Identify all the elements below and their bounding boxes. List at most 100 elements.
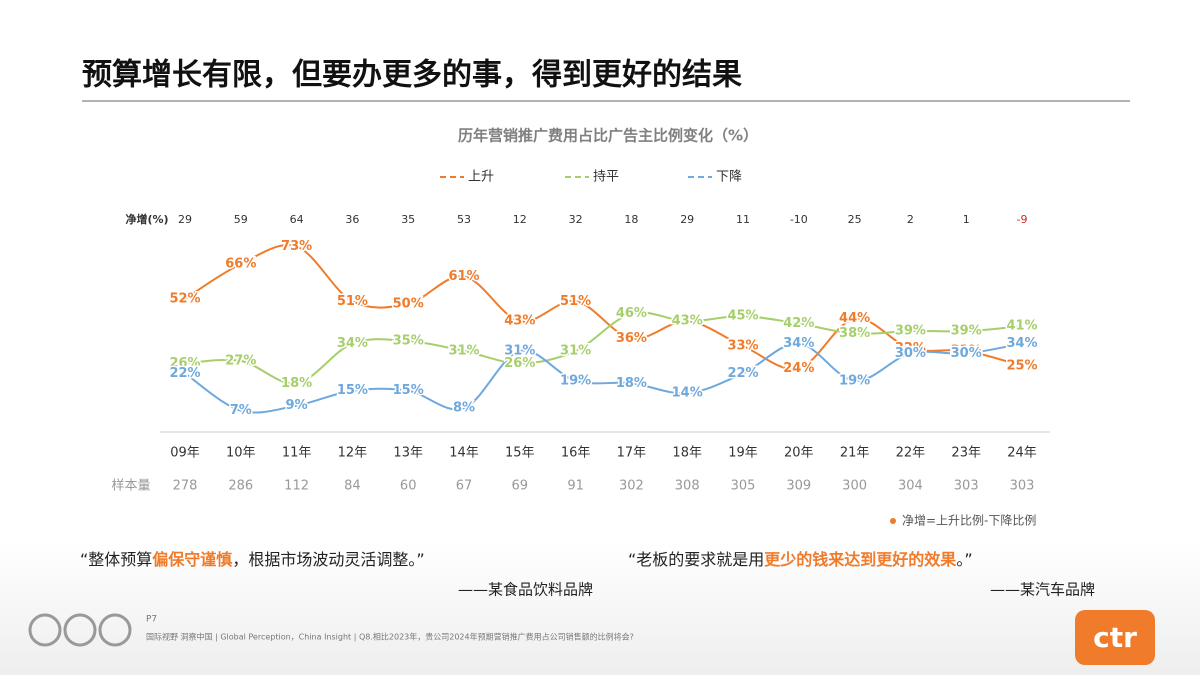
data-label: 30% (951, 346, 982, 361)
logo-box (1075, 610, 1155, 665)
quote-part: ，根据市场波动灵活调整。” (232, 550, 424, 569)
note: 净增=上升比例-下降比例 (902, 514, 1036, 528)
x-tick-label: 13年 (393, 446, 423, 461)
quote-source: ——某食品饮料品牌 (458, 581, 593, 599)
quote: “老板的要求就是用更少的钱来达到更好的效果。” (628, 550, 973, 569)
x-tick-label: 16年 (561, 446, 591, 461)
data-label: 19% (839, 373, 870, 388)
sample-size: 300 (842, 479, 867, 494)
data-label: 38% (839, 326, 870, 341)
x-tick-label: 21年 (840, 446, 870, 461)
badges (28, 613, 132, 647)
data-label: 31% (448, 343, 479, 358)
data-label: 25% (1006, 358, 1037, 373)
x-tick-label: 23年 (951, 446, 981, 461)
net-value: 12 (513, 213, 527, 226)
data-label: 50% (393, 296, 424, 311)
data-label: 43% (504, 314, 535, 329)
data-label: 19% (560, 373, 591, 388)
data-label: 42% (783, 316, 814, 331)
quote-part: “老板的要求就是用 (628, 550, 764, 569)
data-label: 26% (504, 356, 535, 371)
slide-title: 预算增长有限，但要办更多的事，得到更好的结果 (82, 58, 742, 93)
data-label: 34% (337, 336, 368, 351)
x-tick-label: 15年 (505, 446, 535, 461)
x-tick-label: 19年 (728, 446, 758, 461)
data-label: 31% (951, 343, 982, 358)
x-tick-label: 09年 (170, 446, 200, 461)
net-value: 29 (680, 213, 694, 226)
data-label: 43% (672, 314, 703, 329)
sample-size: 112 (284, 479, 309, 494)
data-label: 15% (393, 383, 424, 398)
legend-label: 持平 (593, 170, 619, 185)
data-label: 14% (672, 386, 703, 401)
data-label: 39% (895, 324, 926, 339)
sample-size: 84 (344, 479, 361, 494)
footer-bg (0, 540, 1200, 675)
data-label: 18% (616, 376, 647, 391)
sample-size: 304 (898, 479, 923, 494)
sample-size: 286 (228, 479, 253, 494)
legend-label: 上升 (468, 170, 494, 185)
data-label: 9% (286, 398, 308, 413)
data-label: 43% (672, 314, 703, 329)
data-label: 26% (169, 356, 200, 371)
x-tick-label: 18年 (672, 446, 702, 461)
data-label: 27% (225, 353, 256, 368)
series-line (184, 244, 1023, 371)
data-label: 46% (616, 306, 647, 321)
net-value: 36 (345, 213, 359, 226)
net-value: 2 (907, 213, 914, 226)
data-label: 30% (895, 346, 926, 361)
quote-part: “整体预算 (80, 550, 152, 569)
quote-part: 偏保守谨慎 (152, 550, 232, 569)
data-label: 39% (951, 324, 982, 339)
data-label: 34% (1006, 336, 1037, 351)
sample-size: 302 (619, 479, 644, 494)
data-label: 51% (337, 294, 368, 309)
data-label: 24% (783, 361, 814, 376)
quote-part: 。” (956, 550, 972, 569)
data-label: 73% (281, 239, 312, 254)
sample-size: 305 (731, 479, 756, 494)
quote-source: ——某汽车品牌 (990, 581, 1095, 599)
data-label: 8% (453, 401, 475, 416)
data-label: 31% (504, 343, 535, 358)
logo: ctr (1093, 621, 1137, 654)
note-dot (890, 518, 896, 524)
net-value: 59 (234, 213, 248, 226)
data-label: 36% (616, 331, 647, 346)
x-tick-label: 11年 (282, 446, 312, 461)
data-label: 31% (560, 343, 591, 358)
net-value: 35 (401, 213, 415, 226)
data-label: 22% (169, 366, 200, 381)
x-tick-label: 20年 (784, 446, 814, 461)
sample-size: 308 (675, 479, 700, 494)
sample-size: 303 (1010, 479, 1035, 494)
data-label: 7% (230, 403, 252, 418)
net-value: 29 (178, 213, 192, 226)
data-label: 34% (783, 336, 814, 351)
legend-label: 下降 (716, 170, 742, 185)
sample-size: 309 (786, 479, 811, 494)
series-line (184, 342, 1023, 414)
x-tick-label: 17年 (617, 446, 647, 461)
net-value: 32 (569, 213, 583, 226)
net-value: 64 (290, 213, 304, 226)
data-label: 33% (727, 338, 758, 353)
chart-title: 历年营销推广费用占比广告主比例变化（%） (458, 127, 758, 145)
x-tick-label: 14年 (449, 446, 479, 461)
footer-text: 国际视野 洞察中国 | Global Perception，China Insi… (146, 632, 634, 642)
data-label: 18% (281, 376, 312, 391)
data-label: 44% (839, 311, 870, 326)
x-tick-label: 22年 (896, 446, 926, 461)
data-label: 35% (393, 334, 424, 349)
net-value: -10 (790, 213, 808, 226)
sample-size: 303 (954, 479, 979, 494)
net-value: 1 (963, 213, 970, 226)
quote-part: 更少的钱来达到更好的效果 (764, 550, 956, 569)
x-tick-label: 24年 (1007, 446, 1037, 461)
data-label: 41% (1006, 319, 1037, 334)
